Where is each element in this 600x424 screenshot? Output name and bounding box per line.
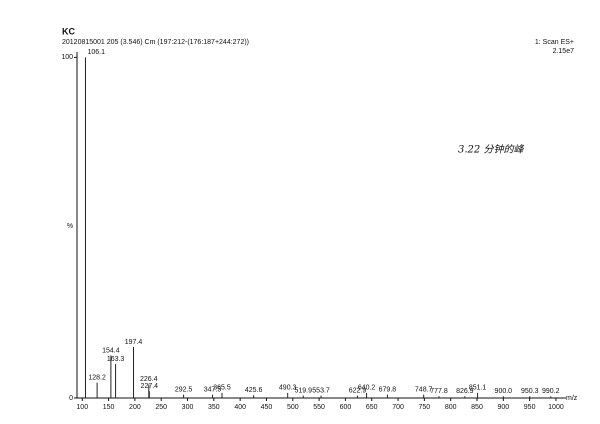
x-axis-label: m/z [566, 395, 578, 402]
peak-label: 553.7 [312, 387, 330, 394]
x-tick-label: 850 [471, 404, 483, 411]
y-axis-label: % [67, 223, 73, 230]
peak-label: 292.5 [175, 386, 193, 393]
peak-label: 226.4 [140, 376, 158, 383]
chart-title: KC [62, 26, 75, 36]
x-tick-label: 150 [103, 404, 115, 411]
peak-label: 425.6 [245, 387, 263, 394]
peak-label: 950.3 [521, 388, 539, 395]
peak-label: 679.8 [379, 386, 397, 393]
peak-label: 197.4 [125, 339, 143, 346]
peak-label: 851.1 [469, 385, 487, 392]
peak-label: 490.3 [279, 385, 297, 392]
x-tick-label: 300 [182, 404, 194, 411]
x-tick-label: 500 [287, 404, 299, 411]
peak-label: 227.4 [141, 383, 159, 390]
peak-label: 622.9 [349, 387, 367, 394]
x-tick-label: 800 [445, 404, 457, 411]
x-tick-label: 350 [208, 404, 220, 411]
peak-label: 900.0 [495, 388, 513, 395]
x-tick-label: 400 [234, 404, 246, 411]
x-tick-label: 950 [524, 404, 536, 411]
peak-label: 128.2 [88, 375, 106, 382]
x-tick-label: 550 [313, 404, 325, 411]
x-tick-label: 750 [419, 404, 431, 411]
chart-subtitle: 20120815001 205 (3.546) Cm (197:212-(176… [62, 39, 249, 46]
scan-label: 1: Scan ES+ [535, 39, 574, 46]
peak-label: 163.3 [107, 356, 125, 363]
peak-label: 154.4 [102, 347, 120, 354]
x-tick-label: 1000 [548, 404, 564, 411]
peak-label: 365.5 [213, 385, 231, 392]
x-tick-label: 250 [155, 404, 167, 411]
x-tick-label: 100 [76, 404, 88, 411]
x-tick-label: 650 [366, 404, 378, 411]
y-tick-label: 100 [61, 54, 73, 61]
peak-label: 106.1 [87, 49, 105, 56]
x-tick-label: 600 [340, 404, 352, 411]
peak-label: 640.2 [358, 385, 376, 392]
peak-label: 990.2 [542, 388, 560, 395]
x-tick-label: 700 [392, 404, 404, 411]
peak-label: 826.9 [456, 388, 474, 395]
peak-label: 519.9 [294, 387, 312, 394]
y-tick-label: 0 [69, 395, 73, 402]
intensity-label: 2.15e7 [553, 48, 575, 55]
peak-label: 347.5 [204, 386, 222, 393]
annotation: 3.22 分钟的峰 [458, 144, 524, 156]
x-tick-label: 200 [129, 404, 141, 411]
x-tick-label: 900 [497, 404, 509, 411]
peak-label: 777.8 [430, 388, 448, 395]
x-tick-label: 450 [261, 404, 273, 411]
peak-label: 748.7 [415, 386, 433, 393]
